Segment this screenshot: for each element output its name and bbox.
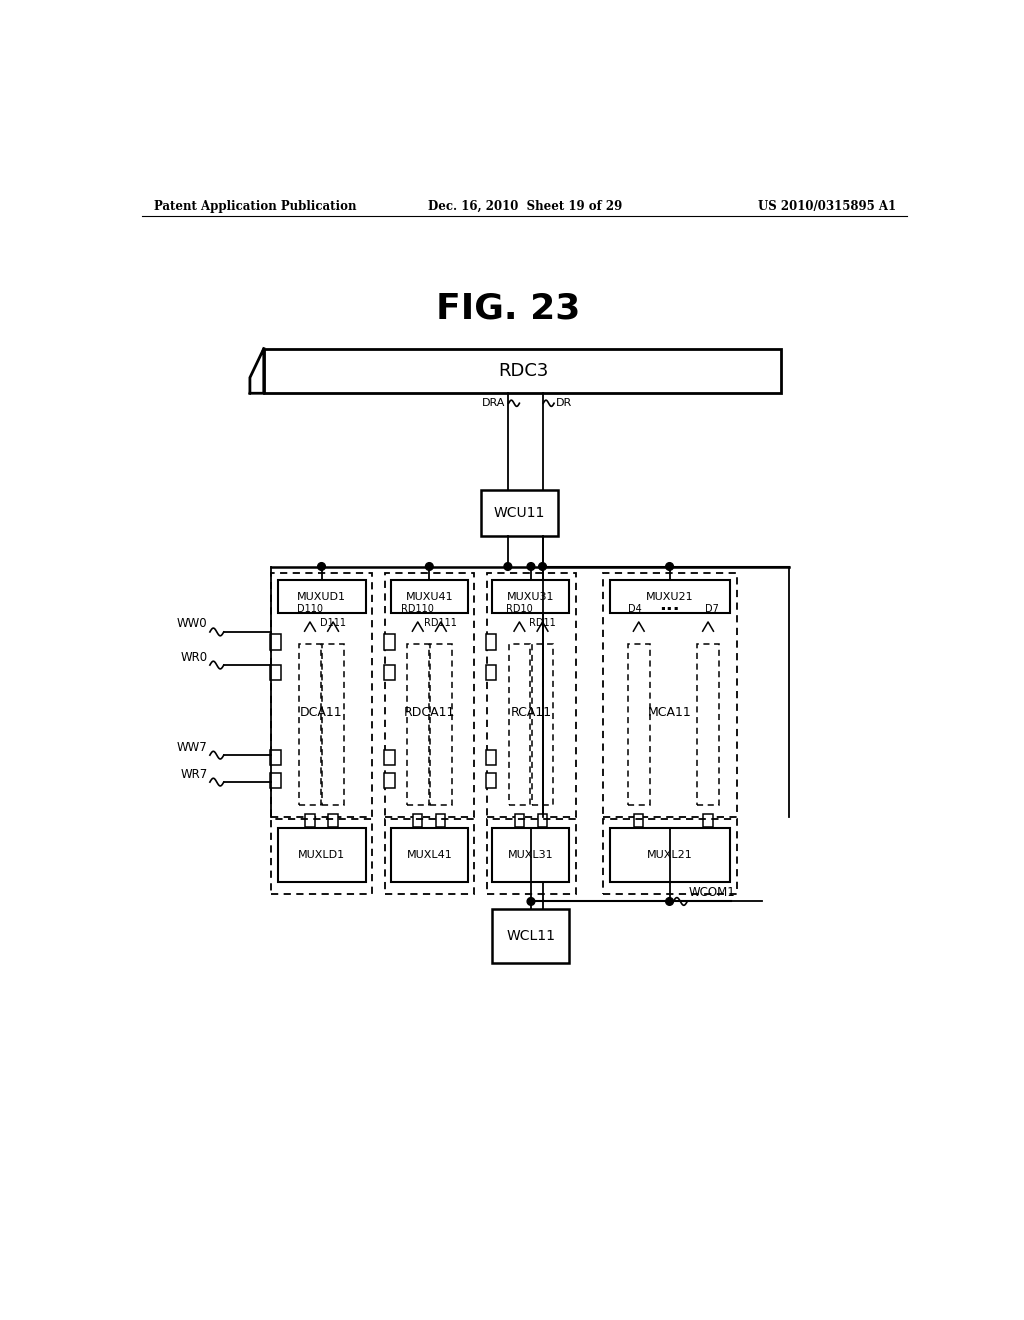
Bar xyxy=(270,665,281,681)
Bar xyxy=(602,573,737,817)
Text: Dec. 16, 2010  Sheet 19 of 29: Dec. 16, 2010 Sheet 19 of 29 xyxy=(428,199,622,213)
Text: DRA: DRA xyxy=(481,399,505,408)
Text: RD110: RD110 xyxy=(401,605,434,614)
Bar xyxy=(323,644,344,805)
Text: DCA11: DCA11 xyxy=(300,706,343,719)
Bar xyxy=(493,909,569,964)
Bar xyxy=(485,750,497,766)
Bar xyxy=(703,814,713,826)
Text: WCL11: WCL11 xyxy=(507,929,555,942)
Text: MUXUD1: MUXUD1 xyxy=(297,591,346,602)
Circle shape xyxy=(527,898,535,906)
Bar xyxy=(493,829,569,882)
Bar xyxy=(270,635,281,649)
Bar xyxy=(485,774,497,788)
Text: WCU11: WCU11 xyxy=(494,506,545,520)
Text: D7: D7 xyxy=(705,605,719,614)
Bar xyxy=(391,829,468,882)
Bar xyxy=(384,635,394,649)
Bar xyxy=(305,814,314,826)
Bar xyxy=(278,581,367,612)
Bar xyxy=(413,814,422,826)
Text: RD111: RD111 xyxy=(424,618,458,628)
Text: MUXU21: MUXU21 xyxy=(646,591,693,602)
Text: MUXL31: MUXL31 xyxy=(508,850,554,861)
Bar xyxy=(634,814,643,826)
Text: MUXU31: MUXU31 xyxy=(507,591,555,602)
Bar xyxy=(485,665,497,681)
Bar xyxy=(384,774,394,788)
Text: MUXL21: MUXL21 xyxy=(647,850,692,861)
Text: RDCA11: RDCA11 xyxy=(403,706,455,719)
Bar xyxy=(329,814,338,826)
Circle shape xyxy=(527,562,535,570)
Text: WR0: WR0 xyxy=(180,651,208,664)
Text: RDC3: RDC3 xyxy=(498,362,549,380)
Bar xyxy=(384,750,394,766)
Text: FIG. 23: FIG. 23 xyxy=(435,292,580,326)
Text: Patent Application Publication: Patent Application Publication xyxy=(154,199,356,213)
Bar xyxy=(610,829,730,882)
Circle shape xyxy=(504,562,512,570)
Bar xyxy=(509,644,530,805)
Bar xyxy=(602,818,737,894)
Circle shape xyxy=(425,562,433,570)
Text: D111: D111 xyxy=(321,618,346,628)
Text: RD11: RD11 xyxy=(529,618,556,628)
Bar xyxy=(270,774,281,788)
Bar xyxy=(278,829,367,882)
Text: MUXU41: MUXU41 xyxy=(406,591,454,602)
Text: RCA11: RCA11 xyxy=(510,706,552,719)
Text: MCA11: MCA11 xyxy=(648,706,691,719)
Bar xyxy=(481,490,558,536)
Text: US 2010/0315895 A1: US 2010/0315895 A1 xyxy=(758,199,896,213)
Text: DR: DR xyxy=(556,399,572,408)
Polygon shape xyxy=(250,348,264,393)
Circle shape xyxy=(666,898,674,906)
Text: D4: D4 xyxy=(628,605,642,614)
Circle shape xyxy=(666,562,674,570)
Bar xyxy=(531,644,553,805)
Bar xyxy=(384,665,394,681)
Bar xyxy=(407,644,429,805)
Circle shape xyxy=(317,562,326,570)
Bar xyxy=(299,644,321,805)
Bar xyxy=(270,750,281,766)
Bar xyxy=(385,573,474,817)
Text: WCOM1: WCOM1 xyxy=(689,886,735,899)
Bar xyxy=(264,348,781,393)
Text: D110: D110 xyxy=(297,605,323,614)
Bar xyxy=(493,581,569,612)
Text: MUXL41: MUXL41 xyxy=(407,850,453,861)
Bar xyxy=(487,573,575,817)
Bar xyxy=(485,635,497,649)
Bar xyxy=(385,818,474,894)
Bar xyxy=(271,573,372,817)
Bar xyxy=(515,814,524,826)
Text: WW0: WW0 xyxy=(177,618,208,631)
Bar xyxy=(697,644,719,805)
Bar xyxy=(538,814,547,826)
Circle shape xyxy=(539,562,547,570)
Bar xyxy=(487,818,575,894)
Bar xyxy=(391,581,468,612)
Text: RD10: RD10 xyxy=(506,605,532,614)
Bar xyxy=(436,814,445,826)
Text: WR7: WR7 xyxy=(180,767,208,780)
Text: ...: ... xyxy=(659,597,680,614)
Text: WW7: WW7 xyxy=(177,741,208,754)
Bar xyxy=(610,581,730,612)
Bar xyxy=(628,644,649,805)
Bar xyxy=(271,818,372,894)
Bar xyxy=(430,644,452,805)
Text: MUXLD1: MUXLD1 xyxy=(298,850,345,861)
